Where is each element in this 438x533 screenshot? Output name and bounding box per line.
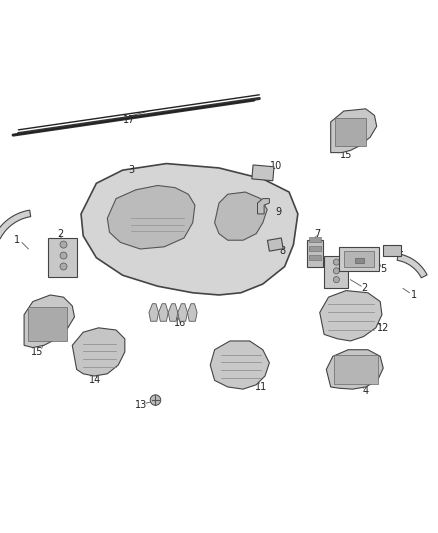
Bar [268,238,283,251]
PathPatch shape [81,164,298,295]
Bar [355,258,364,263]
Text: 3: 3 [128,165,134,175]
PathPatch shape [159,304,168,321]
Text: 1: 1 [14,235,20,245]
Text: 17: 17 [123,115,135,125]
Text: 10: 10 [270,161,282,171]
Circle shape [333,259,339,265]
Circle shape [333,268,339,274]
Text: 9: 9 [275,207,281,217]
Bar [307,240,323,266]
Bar [383,245,401,255]
Text: 16: 16 [173,318,186,328]
Text: 6: 6 [398,251,404,261]
Text: 12: 12 [377,323,389,333]
Circle shape [333,277,339,282]
PathPatch shape [215,192,267,240]
Bar [309,246,321,251]
PathPatch shape [397,254,427,278]
Text: 2: 2 [361,284,367,293]
Circle shape [60,263,67,270]
Text: 1: 1 [411,290,417,300]
Bar [309,255,321,260]
PathPatch shape [178,304,187,321]
Bar [252,165,274,181]
PathPatch shape [187,304,197,321]
Bar [28,307,67,341]
PathPatch shape [320,290,382,341]
Bar [309,237,321,243]
Circle shape [150,395,161,405]
Text: 4: 4 [363,386,369,397]
PathPatch shape [24,295,74,348]
Text: 2: 2 [57,229,63,239]
Text: 5: 5 [380,264,386,273]
PathPatch shape [149,304,159,321]
Bar [48,238,77,278]
Text: 14: 14 [89,375,102,385]
Text: 13: 13 [135,400,148,410]
PathPatch shape [0,210,31,239]
Bar [344,251,374,268]
Bar [335,118,366,146]
PathPatch shape [168,304,178,321]
Text: 8: 8 [279,246,286,256]
Circle shape [60,241,67,248]
PathPatch shape [258,199,269,214]
Text: 15: 15 [340,150,352,160]
Circle shape [60,252,67,259]
Text: 15: 15 [31,347,43,357]
Text: 7: 7 [314,229,321,239]
PathPatch shape [331,109,377,152]
PathPatch shape [210,341,269,389]
Bar [339,247,379,271]
Text: 11: 11 [254,382,267,392]
PathPatch shape [72,328,125,376]
PathPatch shape [326,350,383,389]
Bar [334,356,378,384]
Bar [324,255,348,288]
PathPatch shape [107,185,195,249]
